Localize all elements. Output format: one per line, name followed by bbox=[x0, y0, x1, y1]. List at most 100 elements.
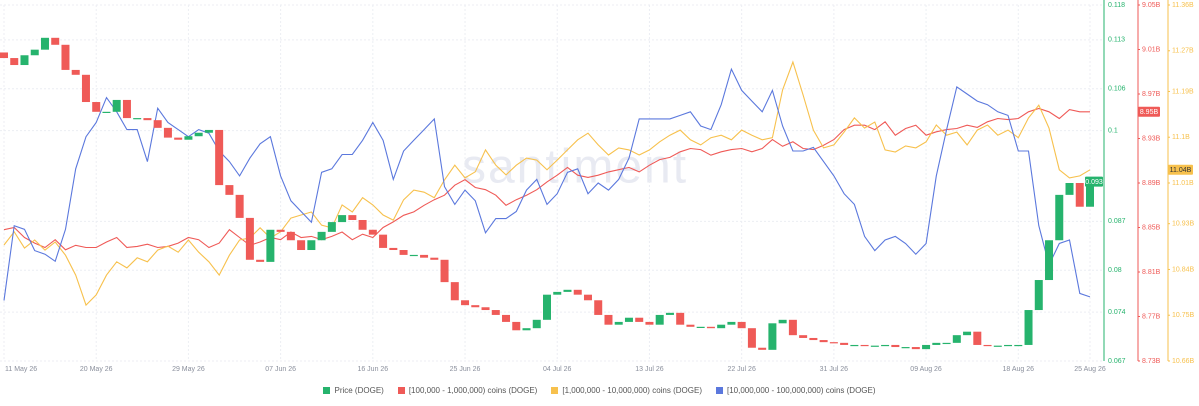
candle bbox=[932, 342, 941, 345]
series-line bbox=[3, 107, 1090, 251]
candle bbox=[71, 69, 80, 75]
value-badge-label: 11.04B bbox=[1170, 167, 1192, 174]
legend-item[interactable]: [100,000 - 1,000,000) coins (DOGE) bbox=[397, 386, 538, 395]
candle bbox=[1086, 181, 1094, 207]
candle bbox=[0, 52, 8, 59]
candle bbox=[522, 328, 531, 331]
y-tick-label: 8.73B bbox=[1142, 358, 1161, 365]
legend-item[interactable]: [1,000,000 - 10,000,000) coins (DOGE) bbox=[551, 386, 702, 395]
y-tick-label: 0.118 bbox=[1108, 2, 1125, 9]
candle bbox=[153, 120, 162, 128]
x-tick-label: 29 May 26 bbox=[172, 366, 205, 373]
candle bbox=[225, 185, 234, 195]
y-tick-label: 8.97B bbox=[1142, 91, 1161, 98]
value-badge bbox=[1138, 106, 1160, 117]
y-tick-label: 8.81B bbox=[1142, 269, 1161, 276]
candle bbox=[829, 342, 838, 344]
x-tick-label: 07 Jun 26 bbox=[265, 366, 296, 373]
y-tick-label: 0.087 bbox=[1108, 218, 1126, 225]
legend-swatch bbox=[715, 387, 723, 394]
candle bbox=[491, 310, 500, 315]
candle bbox=[276, 229, 285, 232]
legend-swatch bbox=[551, 387, 559, 394]
candle bbox=[163, 127, 172, 138]
candle bbox=[430, 257, 439, 260]
candle bbox=[245, 217, 254, 260]
candle bbox=[1024, 310, 1033, 345]
candle bbox=[850, 344, 859, 347]
candle bbox=[604, 314, 613, 325]
candle bbox=[1004, 344, 1013, 347]
y-tick-label: 11.36B bbox=[1172, 2, 1194, 9]
candle bbox=[983, 344, 992, 347]
candle bbox=[379, 234, 388, 248]
value-badge-label: 8.95B bbox=[1140, 109, 1159, 116]
candle bbox=[655, 314, 664, 325]
x-tick-label: 31 Jul 26 bbox=[820, 366, 849, 373]
x-tick-label: 04 Jul 26 bbox=[543, 366, 572, 373]
value-badge bbox=[1085, 176, 1103, 187]
candle bbox=[624, 317, 633, 322]
candle bbox=[573, 289, 582, 295]
candle bbox=[840, 342, 849, 345]
candle bbox=[563, 289, 572, 292]
y-tick-label: 8.85B bbox=[1142, 224, 1161, 231]
y-tick-label: 10.66B bbox=[1172, 358, 1195, 365]
x-tick-label: 22 Jul 26 bbox=[727, 366, 756, 373]
candle bbox=[881, 344, 890, 347]
candle bbox=[778, 319, 787, 324]
candle bbox=[399, 250, 408, 255]
candle bbox=[307, 240, 316, 251]
candle bbox=[768, 323, 777, 350]
candle bbox=[61, 44, 70, 70]
candle bbox=[194, 132, 203, 137]
candle bbox=[481, 307, 490, 311]
legend-item[interactable]: [10,000,000 - 100,000,000) coins (DOGE) bbox=[715, 386, 876, 395]
candle bbox=[717, 324, 726, 329]
candle bbox=[81, 74, 90, 103]
candle bbox=[348, 215, 357, 220]
candle bbox=[635, 317, 644, 322]
candle bbox=[420, 254, 429, 258]
candle bbox=[665, 312, 674, 315]
y-tick-label: 9.05B bbox=[1142, 2, 1161, 9]
x-tick-label: 25 Aug 26 bbox=[1074, 366, 1106, 373]
candle bbox=[686, 324, 695, 327]
candle bbox=[676, 312, 685, 325]
candle bbox=[317, 231, 326, 241]
chart: santiment 11 May 26 20 May 26 29 May 26 07 … bbox=[0, 0, 1195, 373]
y-tick-label: 0.106 bbox=[1108, 86, 1126, 93]
y-tick-label: 8.93B bbox=[1142, 135, 1161, 142]
candle bbox=[184, 136, 193, 140]
x-tick-label: 09 Aug 26 bbox=[910, 366, 942, 373]
legend-swatch bbox=[397, 387, 405, 394]
candle bbox=[112, 99, 121, 112]
x-tick-label: 20 May 26 bbox=[80, 366, 113, 373]
candle bbox=[911, 347, 920, 350]
candle bbox=[737, 321, 746, 329]
candle bbox=[1055, 194, 1064, 241]
candle bbox=[502, 314, 511, 322]
candle bbox=[543, 294, 551, 320]
legend-swatch bbox=[323, 387, 331, 394]
y-tick-label: 11.1B bbox=[1172, 134, 1190, 141]
y-tick-label: 0.113 bbox=[1108, 37, 1125, 44]
x-tick-label: 16 Jun 26 bbox=[357, 366, 388, 373]
candle bbox=[215, 129, 224, 186]
y-tick-label: 11.01B bbox=[1172, 180, 1194, 187]
candle bbox=[1045, 240, 1054, 281]
legend-item[interactable]: Price (DOGE) bbox=[323, 386, 384, 395]
candle bbox=[901, 347, 910, 349]
candle bbox=[788, 319, 797, 336]
watermark: santiment bbox=[462, 141, 688, 194]
candle bbox=[122, 99, 131, 119]
y-tick-label: 10.75B bbox=[1172, 312, 1195, 319]
x-tick-label: 25 Jun 26 bbox=[450, 366, 481, 373]
candle bbox=[860, 344, 869, 347]
y-tick-label: 11.27B bbox=[1172, 48, 1194, 55]
legend-label: [100,000 - 1,000,000) coins (DOGE) bbox=[408, 386, 538, 395]
value-badge-label: 0.093 bbox=[1085, 179, 1103, 186]
candle bbox=[706, 326, 715, 329]
candle bbox=[758, 347, 767, 350]
candle bbox=[696, 326, 705, 328]
